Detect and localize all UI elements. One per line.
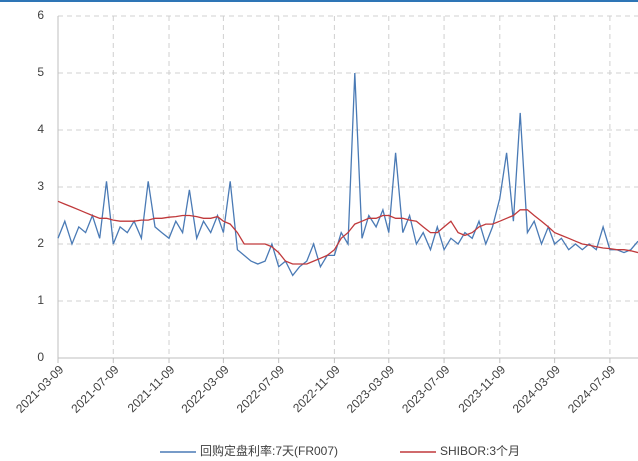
legend-label: SHIBOR:3个月	[440, 444, 520, 458]
series-line	[57, 200, 638, 265]
y-tick-label: 6	[37, 8, 44, 22]
x-tick-label: 2023-03-09	[344, 362, 398, 416]
y-tick-label: 4	[37, 122, 44, 136]
x-tick-label: 2022-03-09	[178, 362, 232, 416]
y-tick-label: 3	[37, 179, 44, 193]
x-tick-label: 2021-11-09	[125, 362, 178, 415]
x-tick-label: 2024-07-09	[565, 362, 619, 416]
x-tick-label: 2023-11-09	[455, 362, 508, 415]
y-tick-label: 5	[37, 65, 44, 79]
y-tick-label: 2	[37, 236, 44, 250]
y-tick-label: 0	[37, 350, 44, 364]
x-tick-label: 2022-11-09	[290, 362, 343, 415]
x-tick-label: 2021-03-09	[13, 362, 67, 416]
x-tick-label: 2022-07-09	[234, 362, 288, 416]
series-line	[57, 72, 638, 277]
x-tick-label: 2024-03-09	[510, 362, 564, 416]
top-border	[0, 0, 638, 2]
y-tick-label: 1	[37, 293, 44, 307]
legend-label: 回购定盘利率:7天(FR007)	[200, 443, 338, 458]
x-tick-label: 2021-07-09	[68, 362, 122, 416]
x-tick-label: 2023-07-09	[399, 362, 453, 416]
